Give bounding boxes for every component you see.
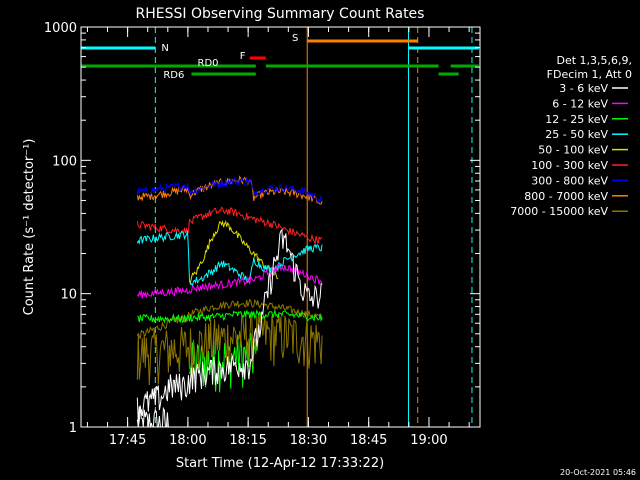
legend-entry-label: 3 - 6 keV [559, 82, 608, 95]
legend-entry-label: 7000 - 15000 keV [510, 205, 608, 218]
y-tick-label: 10 [60, 288, 77, 303]
series-line [136, 175, 323, 205]
y-axis: 1 10 100 1000 [44, 21, 480, 436]
series-noise-floor [136, 311, 323, 386]
series-lines [136, 175, 323, 428]
legend-header: FDecim 1, Att 0 [547, 68, 632, 81]
y-tick-label: 1 [69, 421, 77, 436]
legend-entry-label: 25 - 50 keV [545, 128, 608, 141]
legend-entry-label: 800 - 7000 keV [524, 190, 608, 203]
x-tick-label: 19:00 [410, 433, 447, 448]
series-line [136, 228, 323, 423]
y-tick-label: 100 [52, 154, 77, 169]
legend-entry-label: 6 - 12 keV [552, 97, 608, 110]
flag-bar-label: N [161, 43, 168, 54]
legend-header: Det 1,3,5,6,9, [556, 54, 632, 67]
legend-entry-label: 12 - 25 keV [545, 113, 608, 126]
timestamp: 20-Oct-2021 05:46 [560, 468, 636, 477]
series-line [136, 309, 323, 324]
y-tick-label: 1000 [44, 21, 77, 36]
x-tick-label: 17:45 [109, 433, 146, 448]
legend-entry-label: 100 - 300 keV [531, 159, 608, 172]
series-line [136, 230, 323, 288]
chart-title: RHESSI Observing Summary Count Rates [136, 6, 425, 22]
x-axis-label: Start Time (12-Apr-12 17:33:22) [176, 456, 384, 471]
legend: Det 1,3,5,6,9,FDecim 1, Att 03 - 6 keV 6 … [510, 54, 632, 218]
series-line [136, 176, 323, 204]
x-tick-label: 18:00 [169, 433, 206, 448]
plot-content: N F S RD0 RD6 [80, 27, 479, 428]
flag-bar-label: RD6 [163, 70, 184, 81]
flag-bars: N F S RD0 RD6 [81, 33, 479, 81]
plot-frame [80, 26, 481, 428]
series-line [136, 206, 323, 246]
legend-entry-label: 300 - 800 keV [531, 174, 608, 187]
flag-bar-label: S [292, 33, 298, 44]
legend-entry-label: 50 - 100 keV [538, 144, 608, 157]
series-line [189, 220, 279, 284]
x-tick-label: 18:15 [229, 433, 266, 448]
flag-bar-label: F [240, 51, 246, 62]
flag-bar-label: RD0 [198, 58, 219, 69]
series-line [136, 298, 323, 339]
y-axis-label: Count Rate (s⁻¹ detector⁻¹) [22, 139, 37, 316]
x-tick-label: 18:45 [350, 433, 387, 448]
series-line [136, 263, 323, 299]
x-tick-label: 18:30 [290, 433, 327, 448]
x-axis: 17:45 18:00 18:15 18:30 18:45 19:00 [86, 27, 470, 448]
